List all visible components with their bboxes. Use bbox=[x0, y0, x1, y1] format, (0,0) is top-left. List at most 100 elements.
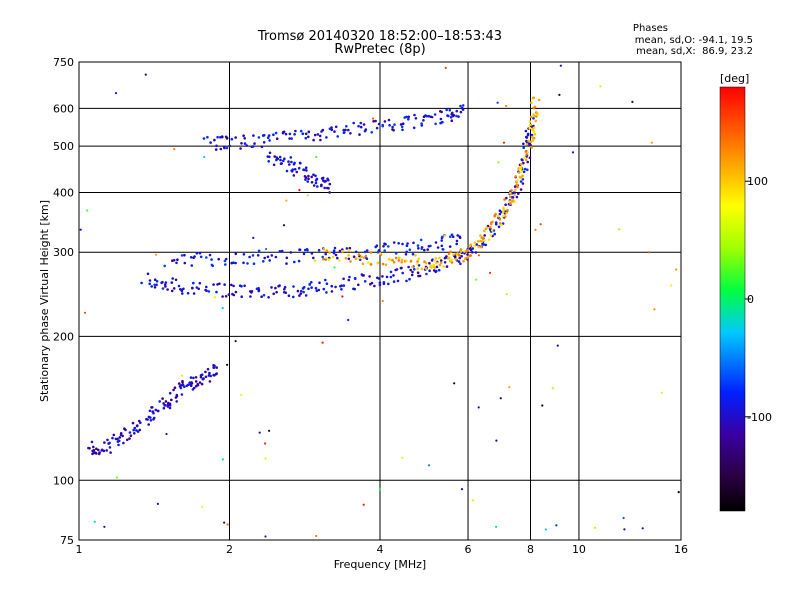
echo-point bbox=[420, 124, 424, 127]
echo-point bbox=[521, 158, 524, 162]
echo-point bbox=[376, 276, 379, 280]
echo-point bbox=[457, 260, 461, 263]
echo-point bbox=[289, 251, 293, 254]
echo-point bbox=[518, 165, 522, 169]
echo-point bbox=[225, 146, 229, 150]
noise-point bbox=[315, 534, 318, 538]
echo-point bbox=[460, 254, 463, 258]
echo-point bbox=[268, 151, 272, 155]
echo-point bbox=[513, 193, 516, 197]
echo-point bbox=[305, 169, 308, 172]
echo-point bbox=[108, 446, 112, 449]
echo-point bbox=[515, 195, 519, 199]
echo-point bbox=[404, 253, 408, 256]
noise-point bbox=[670, 284, 673, 287]
echo-point bbox=[314, 174, 317, 178]
echo-point bbox=[377, 122, 381, 126]
echo-point bbox=[401, 242, 404, 246]
echo-point bbox=[198, 381, 202, 384]
echo-point bbox=[330, 128, 334, 132]
echo-point bbox=[228, 144, 231, 148]
echo-point bbox=[438, 263, 442, 267]
echo-point bbox=[246, 262, 249, 265]
noise-point bbox=[93, 520, 96, 523]
echo-point bbox=[502, 208, 506, 212]
echo-point bbox=[348, 246, 352, 250]
echo-point bbox=[455, 114, 458, 118]
echo-point bbox=[385, 275, 389, 279]
echo-point bbox=[444, 256, 448, 259]
echo-point bbox=[523, 167, 527, 171]
x-tick-label: 6 bbox=[465, 543, 472, 556]
echo-point bbox=[333, 246, 337, 250]
echo-point bbox=[290, 160, 293, 164]
echo-point bbox=[255, 287, 259, 291]
echo-point bbox=[181, 383, 185, 387]
echo-point bbox=[175, 400, 178, 403]
echo-point bbox=[422, 115, 426, 118]
echo-point bbox=[508, 200, 512, 203]
echo-point bbox=[290, 137, 294, 140]
x-axis-ticks: 1 2 4 6 8 10 16 bbox=[76, 543, 689, 556]
echo-point bbox=[341, 249, 344, 253]
noise-point bbox=[622, 516, 625, 520]
echo-point bbox=[387, 282, 390, 286]
echo-point bbox=[436, 246, 440, 249]
echo-point bbox=[176, 258, 179, 262]
echo-point bbox=[420, 122, 423, 125]
echo-point bbox=[376, 261, 380, 265]
echo-point bbox=[475, 243, 479, 246]
echo-point bbox=[383, 249, 387, 252]
echo-point bbox=[275, 158, 278, 162]
echo-point bbox=[452, 113, 456, 117]
echo-point bbox=[382, 281, 386, 284]
noise-point bbox=[240, 393, 243, 396]
x-axis-label: Frequency [MHz] bbox=[334, 558, 426, 571]
echo-point bbox=[180, 254, 184, 257]
echo-point bbox=[388, 124, 391, 127]
echo-point bbox=[194, 376, 198, 379]
echo-point bbox=[170, 398, 173, 402]
echo-point bbox=[138, 428, 142, 432]
echo-point bbox=[530, 145, 533, 149]
y-tick-label: 200 bbox=[53, 330, 74, 343]
echo-point bbox=[485, 226, 489, 230]
echo-point bbox=[383, 120, 387, 123]
echo-point bbox=[503, 198, 506, 201]
echo-point bbox=[299, 161, 302, 165]
echo-point bbox=[155, 280, 159, 283]
echo-point bbox=[383, 242, 386, 245]
echo-point bbox=[230, 137, 234, 141]
echo-point bbox=[519, 180, 523, 183]
echo-point bbox=[260, 145, 264, 148]
echo-point bbox=[514, 188, 517, 192]
echo-point bbox=[389, 275, 393, 279]
y-tick-label: 600 bbox=[53, 102, 74, 115]
echo-point bbox=[318, 134, 322, 138]
echo-point bbox=[387, 245, 390, 248]
echo-point bbox=[528, 126, 532, 130]
echo-point bbox=[526, 133, 530, 137]
echo-point bbox=[414, 254, 417, 257]
echo-point bbox=[201, 377, 205, 381]
echo-point bbox=[299, 129, 303, 133]
echo-point bbox=[358, 133, 361, 136]
echo-point bbox=[407, 265, 410, 269]
echo-point bbox=[532, 114, 536, 118]
echo-point bbox=[389, 270, 393, 274]
noise-point bbox=[541, 404, 544, 407]
echo-point bbox=[435, 261, 438, 265]
echo-point bbox=[324, 278, 327, 282]
echo-point bbox=[362, 123, 366, 126]
echo-point bbox=[172, 388, 175, 392]
echo-point bbox=[455, 109, 459, 113]
echo-point bbox=[352, 255, 356, 258]
echo-point bbox=[482, 243, 486, 246]
echo-point bbox=[445, 108, 449, 112]
echo-point bbox=[313, 133, 317, 137]
echo-point bbox=[334, 125, 338, 129]
echo-point bbox=[529, 123, 532, 127]
echo-point bbox=[177, 284, 181, 288]
echo-point bbox=[216, 135, 219, 139]
echo-point bbox=[293, 161, 296, 165]
